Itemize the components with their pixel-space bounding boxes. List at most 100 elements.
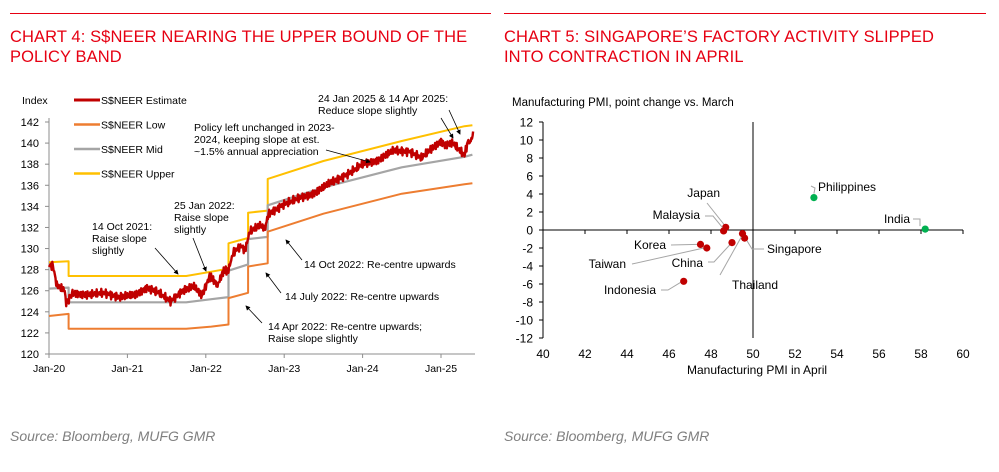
chart4-arrow-2023-2024	[325, 149, 371, 164]
chart4-arrow-jul-2022	[265, 272, 282, 294]
chart5-x-tick-label: 56	[872, 347, 886, 361]
chart5-x-tick-label: 40	[536, 347, 550, 361]
chart5-leader-thailand	[719, 236, 742, 276]
chart5-x-tick-label: 48	[704, 347, 718, 361]
chart5-leader-taiwan	[631, 247, 704, 265]
chart5-y-tick-label: -6	[522, 278, 533, 292]
chart5-y-tick-label: -12	[516, 332, 534, 346]
chart4-arrow-apr-2022	[245, 305, 263, 324]
chart4-annotation-2025: Reduce slope slightly	[318, 105, 418, 117]
chart5-y-tick-label: 12	[520, 116, 534, 130]
chart5-leader-japan	[706, 202, 726, 226]
chart5-y-tick-label: 0	[526, 224, 533, 238]
chart4-legend-label-upper: S$NEER Upper	[101, 169, 175, 181]
chart5-y-tick-label: 6	[526, 170, 533, 184]
chart4-y-tick-label: 134	[21, 201, 39, 213]
chart4-arrow-jan-2022	[192, 237, 207, 272]
chart4-series-estimate	[47, 131, 475, 308]
chart5-point-korea	[696, 240, 705, 248]
chart4-y-axis-label: Index	[22, 95, 48, 107]
chart4-annotation-oct-2022: 14 Oct 2022: Re-centre upwards	[304, 259, 456, 271]
chart4-series-mid	[48, 153, 473, 304]
chart5-leader-indonesia	[661, 281, 681, 291]
chart5-leader-korea	[670, 243, 698, 246]
chart5-leader-india	[913, 218, 921, 227]
chart5-x-tick-label: 54	[830, 347, 844, 361]
chart4-arrow-apr-2025	[448, 109, 461, 135]
chart5-y-tick-label: -4	[522, 260, 533, 274]
chart4-legend-label-mid: S$NEER Mid	[101, 144, 163, 156]
chart4-annotation-2023-2024: ~1.5% annual appreciation	[194, 146, 319, 158]
chart4-annotation-oct-2021: Raise slope	[92, 233, 147, 245]
chart4-title-line1: CHART 4: S$NEER NEARING THE UPPER BOUND …	[10, 28, 468, 46]
chart5-x-tick-label: 44	[620, 347, 634, 361]
chart5-title: CHART 5: SINGAPORE’S FACTORY ACTIVITY SL…	[504, 27, 934, 67]
chart4-arrow-oct-2021	[154, 247, 179, 275]
chart4-arrow-jan-2025	[440, 117, 454, 139]
chart4-y-tick-label: 130	[21, 244, 39, 256]
chart4-y-tick-label: 126	[21, 286, 39, 298]
chart4-title-line2: POLICY BAND	[10, 48, 122, 66]
chart5-title-line1: CHART 5: SINGAPORE’S FACTORY ACTIVITY SL…	[504, 28, 934, 46]
chart4-legend-label-low: S$NEER Low	[101, 120, 166, 132]
chart4-legend-label-estimate: S$NEER Estimate	[101, 95, 187, 107]
chart4-annotation-2023-2024: Policy left unchanged in 2023-	[194, 122, 335, 134]
chart5-point-malaysia	[720, 227, 728, 235]
chart5-x-tick-label: 46	[662, 347, 676, 361]
chart5-y-tick-label: 4	[526, 188, 533, 202]
chart4-annotation-2023-2024: 2024, keeping slope at est.	[194, 134, 320, 146]
chart4-series-low	[48, 182, 473, 330]
chart4-x-tick-label: Jan-20	[33, 363, 65, 375]
chart5-point-philippines	[810, 194, 818, 202]
chart4-y-tick-label: 122	[21, 328, 39, 340]
chart4-y-tick-label: 136	[21, 180, 39, 192]
chart4-annotation-jan-2022: 25 Jan 2022:	[174, 200, 235, 212]
chart5-y-tick-label: 10	[520, 134, 534, 148]
chart5-point-label-philippines: Philippines	[818, 180, 876, 194]
chart4-x-tick-label: Jan-21	[111, 363, 143, 375]
chart5-top-rule	[504, 13, 986, 14]
chart5-x-tick-label: 50	[746, 347, 760, 361]
chart5-point-taiwan	[703, 244, 711, 252]
chart4-source: Source: Bloomberg, MUFG GMR	[10, 428, 216, 444]
chart5-source: Source: Bloomberg, MUFG GMR	[504, 428, 710, 444]
chart4-title: CHART 4: S$NEER NEARING THE UPPER BOUND …	[10, 27, 467, 67]
chart5-point-label-thailand: Thailand	[732, 278, 778, 292]
chart5-y-tick-label: -2	[522, 242, 533, 256]
chart4-x-tick-label: Jan-22	[190, 363, 222, 375]
chart5-title-line2: INTO CONTRACTION IN APRIL	[504, 48, 744, 66]
chart5-x-tick-label: 60	[956, 347, 970, 361]
chart5-x-tick-label: 58	[914, 347, 928, 361]
chart4-annotation-jul-2022: 14 July 2022: Re-centre upwards	[285, 291, 439, 303]
chart5-leader-malaysia	[705, 215, 724, 230]
chart5-y-tick-label: -8	[522, 296, 533, 310]
chart4-y-tick-label: 132	[21, 222, 39, 234]
chart4-series-upper	[48, 124, 473, 277]
chart4-annotation-jan-2022: slightly	[174, 224, 207, 236]
chart5-point-label-malaysia: Malaysia	[653, 208, 701, 222]
chart4-x-tick-label: Jan-23	[268, 363, 300, 375]
chart5-point-label-singapore: Singapore	[767, 242, 822, 256]
chart4-annotation-jan-2022: Raise slope	[174, 212, 229, 224]
chart5-y-tick-label: 2	[526, 206, 533, 220]
chart4-x-tick-label: Jan-25	[425, 363, 457, 375]
chart5-leader-singapore	[746, 239, 764, 250]
chart5-x-tick-label: 52	[788, 347, 802, 361]
chart4-y-tick-label: 138	[21, 159, 39, 171]
chart4-arrow-oct-2022	[285, 239, 303, 261]
chart5-y-tick-label: -10	[516, 314, 534, 328]
chart4-y-tick-label: 120	[21, 349, 39, 361]
chart4-y-tick-label: 124	[21, 307, 39, 319]
chart5-point-label-indonesia: Indonesia	[604, 283, 656, 297]
chart5-x-tick-label: 42	[578, 347, 592, 361]
chart5-x-axis-label: Manufacturing PMI in April	[687, 363, 827, 377]
chart4-y-tick-label: 142	[21, 117, 39, 129]
chart5-point-indonesia	[680, 277, 688, 285]
chart5-leader-philippines	[810, 185, 816, 194]
chart5-y-tick-label: 8	[526, 152, 533, 166]
chart5-point-label-india: India	[884, 212, 910, 226]
chart4-x-tick-label: Jan-24	[347, 363, 379, 375]
chart4-y-tick-label: 128	[21, 265, 39, 277]
